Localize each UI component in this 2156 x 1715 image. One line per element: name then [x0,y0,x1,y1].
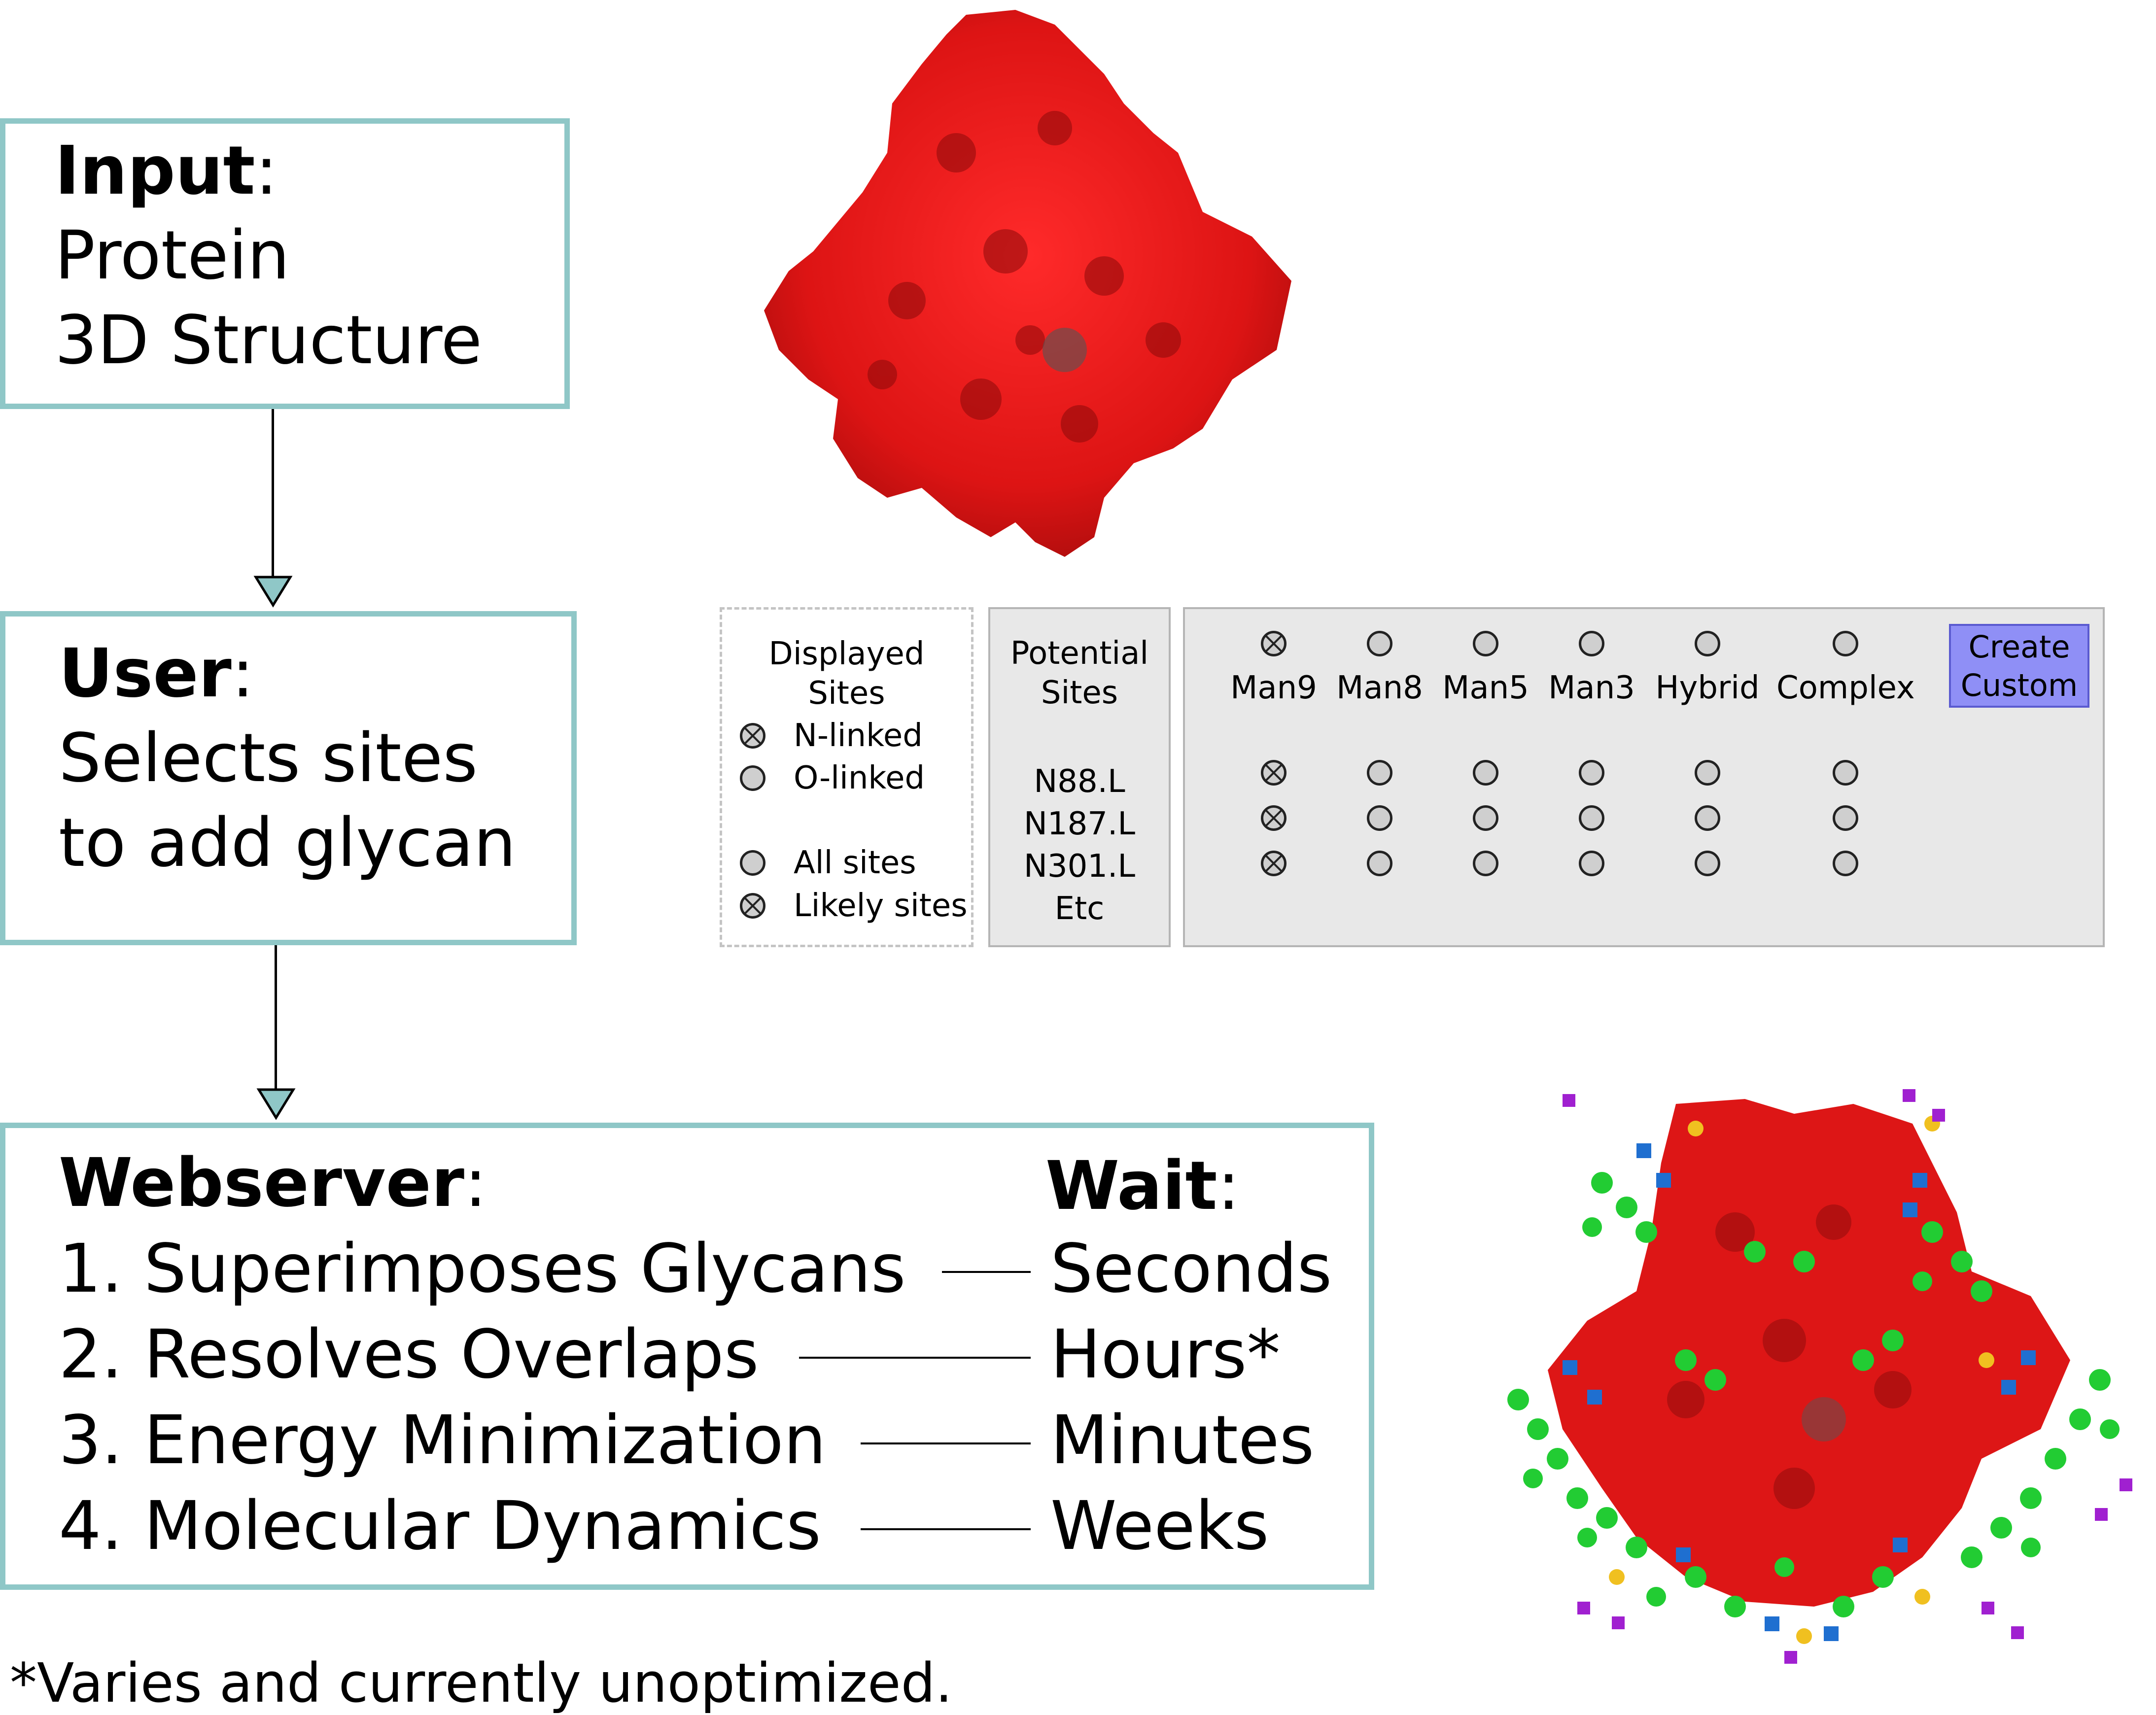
task-4: 4. Molecular Dynamics [59,1487,821,1565]
potential-site-2: N187.L [1023,806,1136,842]
user-text: User: Selects sites to add glycan [59,631,516,886]
glycan-label-hybrid: Hybrid [1655,670,1760,706]
arrow-head-1 [253,576,293,608]
footnote: *Varies and currently unoptimized. [10,1651,953,1715]
task-2-connector [799,1357,1031,1359]
displayed-nlinked-radio[interactable] [740,723,765,749]
input-text: Input: Protein 3D Structure [55,129,482,383]
wait-heading-line: Wait: [1045,1147,1240,1225]
glycan-label-man3: Man3 [1548,670,1635,706]
row2-radio-complex[interactable] [1833,805,1858,831]
row3-radio-man8[interactable] [1367,851,1392,876]
header-radio-man9[interactable] [1261,631,1287,656]
glycan-type-panel: Man9 Man8 Man5 Man3 Hybrid Complex Creat… [1183,607,2105,947]
header-radio-man3[interactable] [1579,631,1604,656]
row2-radio-man9[interactable] [1261,805,1287,831]
row2-radio-man8[interactable] [1367,805,1392,831]
row1-radio-man9[interactable] [1261,760,1287,786]
row1-radio-man8[interactable] [1367,760,1392,786]
displayed-olinked-radio[interactable] [740,765,765,791]
potential-site-etc: Etc [1054,891,1105,927]
row3-radio-man5[interactable] [1473,851,1498,876]
displayed-likelysites-label: Likely sites [794,888,968,924]
input-box: Input: Protein 3D Structure [0,118,570,409]
input-heading: Input [55,132,255,210]
row1-radio-man5[interactable] [1473,760,1498,786]
displayed-nlinked-label: N-linked [794,718,923,754]
potential-site-1: N88.L [1034,763,1125,800]
wait-3: Minutes [1050,1402,1315,1479]
webserver-heading-line: Webserver: [59,1144,487,1222]
webserver-box: Webserver: Wait: 1. Superimposes Glycans… [0,1123,1374,1590]
task-3-connector [861,1442,1031,1444]
input-line-1: Protein [55,217,290,295]
potential-sites-panel: Potential Sites N88.L N187.L N301.L Etc [988,607,1171,947]
displayed-allsites-label: All sites [794,845,916,881]
displayed-sites-panel: Displayed Sites N-linked O-linked All si… [720,607,974,947]
row1-radio-complex[interactable] [1833,760,1858,786]
glycan-label-man9: Man9 [1230,670,1317,706]
task-3: 3. Energy Minimization [59,1402,826,1479]
row3-radio-man3[interactable] [1579,851,1604,876]
protein-structure-icon [764,10,1291,557]
header-radio-complex[interactable] [1833,631,1858,656]
user-line-2: to add glycan [59,804,516,882]
row2-radio-man3[interactable] [1579,805,1604,831]
arrow-head-2 [256,1088,296,1120]
create-custom-button[interactable]: Create Custom [1949,624,2089,708]
wait-1: Seconds [1050,1230,1332,1308]
row3-radio-man9[interactable] [1261,851,1287,876]
glycan-label-complex: Complex [1776,670,1915,706]
row2-radio-man5[interactable] [1473,805,1498,831]
displayed-likelysites-radio[interactable] [740,893,765,919]
header-radio-hybrid[interactable] [1695,631,1720,656]
arrow-input-to-user [272,409,274,582]
displayed-olinked-label: O-linked [794,760,925,796]
row1-radio-hybrid[interactable] [1695,760,1720,786]
wait-2: Hours* [1050,1316,1281,1394]
glycan-label-man5: Man5 [1442,670,1529,706]
row2-radio-hybrid[interactable] [1695,805,1720,831]
webserver-heading: Webserver [59,1144,464,1222]
task-1-connector [942,1271,1031,1273]
header-radio-man8[interactable] [1367,631,1392,656]
arrow-user-to-webserver [275,945,277,1093]
potential-site-3: N301.L [1023,848,1136,885]
wait-heading: Wait [1045,1147,1217,1225]
task-1: 1. Superimposes Glycans [59,1230,906,1308]
row1-radio-man3[interactable] [1579,760,1604,786]
glycan-label-man8: Man8 [1336,670,1423,706]
row3-radio-hybrid[interactable] [1695,851,1720,876]
displayed-sites-title: Displayed Sites [768,636,925,712]
task-2: 2. Resolves Overlaps [59,1316,759,1394]
user-line-1: Selects sites [59,720,478,797]
user-heading: User [59,635,232,713]
input-line-2: 3D Structure [55,302,483,379]
displayed-allsites-radio[interactable] [740,850,765,876]
potential-sites-title: Potential Sites [1010,635,1149,711]
task-4-connector [861,1528,1031,1530]
glycosylated-protein-structure-icon [1507,1089,2132,1664]
header-radio-man5[interactable] [1473,631,1498,656]
row3-radio-complex[interactable] [1833,851,1858,876]
wait-4: Weeks [1050,1487,1269,1565]
user-box: User: Selects sites to add glycan [0,611,577,945]
